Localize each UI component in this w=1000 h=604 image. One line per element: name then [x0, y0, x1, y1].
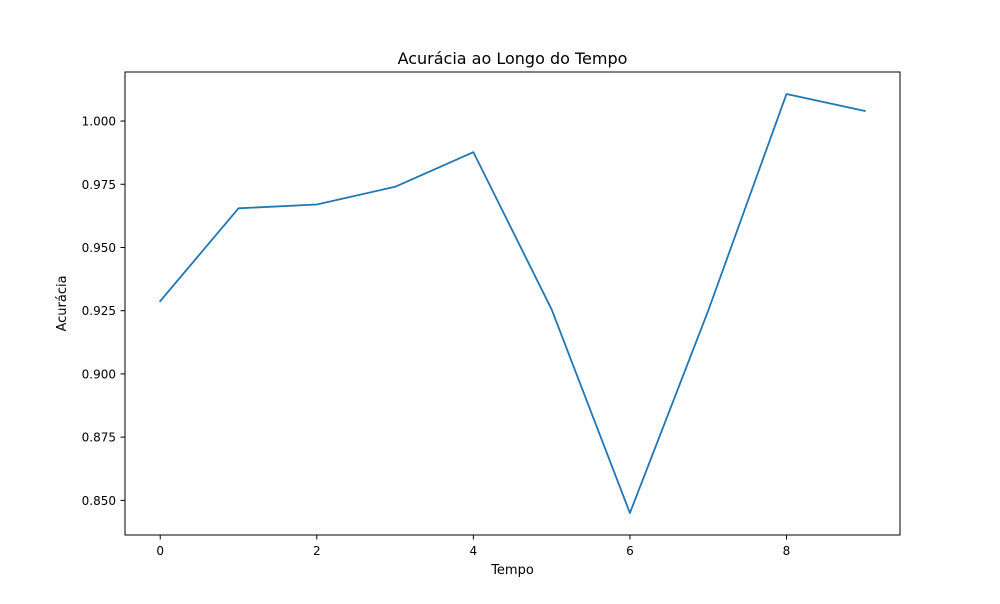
y-tick-label: 0.950 [82, 241, 116, 255]
x-axis-label: Tempo [490, 563, 534, 578]
x-tick-label: 2 [313, 544, 321, 558]
y-tick-label: 1.000 [82, 115, 116, 129]
y-tick-label: 0.925 [82, 304, 116, 318]
series-layer [158, 93, 866, 514]
chart-title: Acurácia ao Longo do Tempo [398, 49, 628, 68]
y-tick-label: 0.875 [82, 431, 116, 445]
x-tick-label: 4 [470, 544, 478, 558]
x-tick-label: 6 [626, 544, 634, 558]
y-tick-label: 0.900 [82, 367, 116, 381]
x-tick-label: 8 [783, 544, 791, 558]
plot-frame [124, 71, 901, 536]
x-tick-label: 0 [156, 544, 164, 558]
series-line [158, 93, 866, 514]
y-axis-label: Acurácia [55, 275, 70, 331]
y-axis-ticks: 0.850 0.875 0.900 0.925 0.950 0.975 1.000 [82, 115, 125, 508]
y-tick-label: 0.975 [82, 178, 116, 192]
y-tick-label: 0.850 [82, 494, 116, 508]
x-axis-ticks: 0 2 4 6 8 [156, 535, 790, 558]
